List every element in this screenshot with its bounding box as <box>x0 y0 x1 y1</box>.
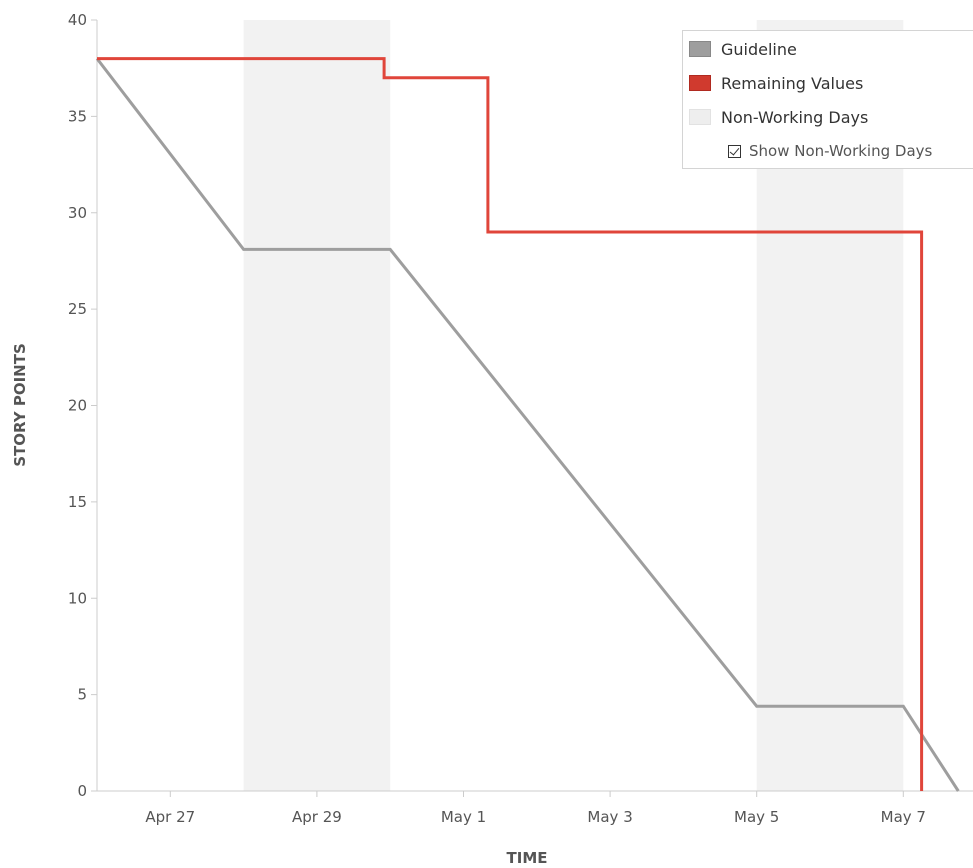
y-axis-title: STORY POINTS <box>11 343 29 467</box>
chart-series <box>95 57 960 792</box>
non-working-days-band-0 <box>243 20 391 791</box>
legend-item-non-working-days[interactable]: Non-Working Days <box>689 105 868 129</box>
x-tick-label: May 7 <box>881 808 926 826</box>
x-tick-label: Apr 27 <box>145 808 195 826</box>
legend-label-non-working-days: Non-Working Days <box>721 107 869 127</box>
x-tick-label: Apr 29 <box>292 808 342 826</box>
y-tick-label: 0 <box>77 782 87 800</box>
x-ticks: Apr 27 Apr 29 May 1 May 3 May 5 May 7 <box>145 791 926 826</box>
y-tick-label: 10 <box>68 589 87 607</box>
series-remaining-values-line <box>97 57 924 791</box>
y-tick-label: 15 <box>68 493 87 511</box>
x-axis-title: TIME <box>507 849 548 867</box>
series-guideline-line <box>95 57 960 792</box>
show-non-working-days-label: Show Non-Working Days <box>749 142 933 160</box>
legend-swatch-non-working-days <box>689 109 711 125</box>
show-non-working-days-checkbox[interactable] <box>728 144 741 158</box>
y-tick-label: 25 <box>68 300 87 318</box>
x-tick-label: May 1 <box>441 808 486 826</box>
show-non-working-days-toggle[interactable]: Show Non-Working Days <box>728 142 932 160</box>
y-ticks: 0 5 10 15 20 25 30 35 40 <box>68 11 97 800</box>
y-tick-label: 40 <box>68 11 87 29</box>
y-tick-label: 35 <box>68 107 87 125</box>
y-tick-label: 20 <box>68 397 87 415</box>
x-tick-label: May 3 <box>587 808 632 826</box>
y-tick-label: 5 <box>77 686 87 704</box>
y-tick-label: 30 <box>68 204 87 222</box>
x-tick-label: May 5 <box>734 808 779 826</box>
legend-item-remaining-values[interactable]: Remaining Values <box>689 71 863 95</box>
legend-label-remaining-values: Remaining Values <box>721 73 864 93</box>
legend-label-guideline: Guideline <box>721 39 797 59</box>
legend-swatch-remaining-values <box>689 75 711 91</box>
legend-swatch-guideline <box>689 41 711 57</box>
chart-legend: Guideline Remaining Values Non-Working D… <box>682 30 973 169</box>
legend-item-guideline[interactable]: Guideline <box>689 37 797 61</box>
